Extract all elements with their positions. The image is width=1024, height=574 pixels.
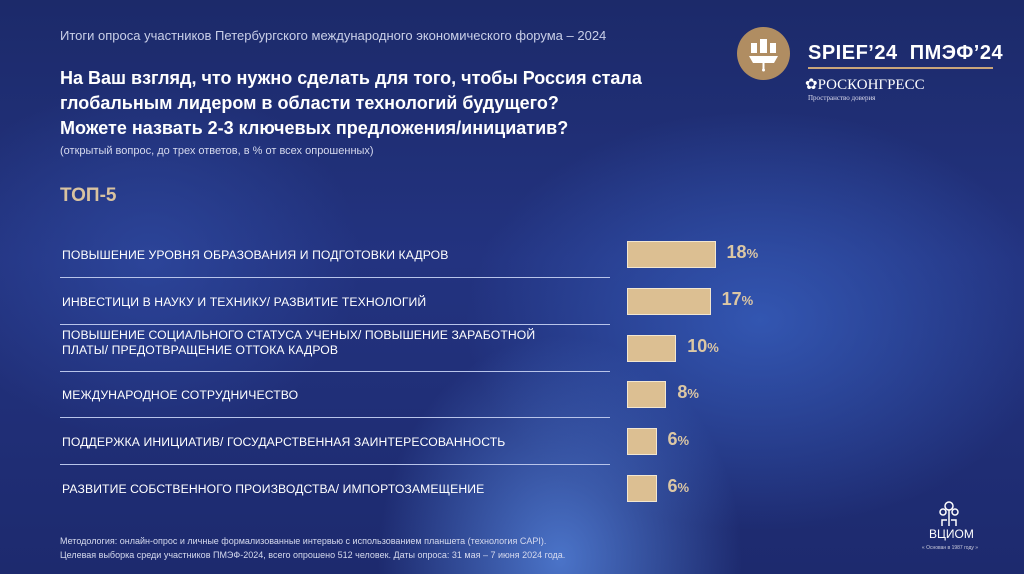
section-title: ТОП-5 [60,185,117,206]
category-label: ИНВЕСТИЦИ В НАУКУ И ТЕХНИКУ/ РАЗВИТИЕ ТЕ… [62,294,427,309]
methodology-note: Методология: онлайн-опрос и личные форма… [60,534,565,562]
roscongress-pinwheel-icon: ✿ [805,77,818,93]
row-separator [60,464,610,466]
category-label: МЕЖДУНАРОДНОЕ СОТРУДНИЧЕСТВО [62,388,299,403]
question-note: (открытый вопрос, до трех ответов, в % о… [60,145,374,157]
value-number: 18 [726,242,747,262]
value-label: 17% [722,289,754,310]
value-label: 10% [687,336,719,357]
value-unit: % [707,339,719,355]
category-label: РАЗВИТИЕ СОБСТВЕННОГО ПРОИЗВОДСТВА/ ИМПО… [62,482,485,496]
value-label: 18% [727,242,759,263]
category-label: ПОВЫШЕНИЕ УРОВНЯ ОБРАЗОВАНИЯ И ПОДГОТОВК… [62,248,449,262]
bar [627,428,657,456]
bar [627,381,667,409]
roscongress-tagline: Пространство доверия [808,94,876,102]
value-number: 10 [687,335,708,356]
vciom-logo-text: ВЦИОМ [929,527,974,541]
value-label: 6% [668,429,690,450]
question-line: На Ваш взгляд, что нужно сделать для тог… [60,68,642,88]
category-label: ПОВЫШЕНИЕ СОЦИАЛЬНОГО СТАТУСА УЧЕНЫХ/ ПО… [62,327,536,357]
roscongress-text: РОСКОНГРЕСС [817,77,925,93]
row-separator [60,277,610,278]
survey-subtitle: Итоги опроса участников Петербургского м… [60,28,607,43]
value-unit: % [677,433,690,449]
row-separator [60,323,610,325]
methodology-line: Целевая выборка среди участников ПМЭФ-20… [60,550,566,560]
bar [627,334,677,362]
question-line: Можете назвать 2-3 ключевых предложения/… [60,118,569,138]
value-number: 8 [677,382,688,403]
row-separator [60,417,610,419]
bar [627,287,711,315]
spief-logo-text: SPIEF’24 ПМЭФ’24 [808,42,1004,64]
value-number: 17 [721,288,742,309]
methodology-line: Методология: онлайн-опрос и личные форма… [60,536,547,546]
value-number: 6 [667,429,678,450]
value-unit: % [677,480,690,495]
roscongress-logo: ✿РОСКОНГРЕСС [805,75,925,94]
category-label: ПОДДЕРЖКА ИНИЦИАТИВ/ ГОСУДАРСТВЕННАЯ ЗАИ… [62,435,506,450]
value-label: 8% [677,382,699,403]
vciom-tree-icon [938,500,960,531]
value-unit: % [741,292,754,308]
value-unit: % [746,246,759,261]
value-number: 6 [667,476,678,496]
bar [627,475,657,502]
vciom-tagline: « Основан в 1987 году » [921,545,979,551]
spief-ship-logo-icon [737,27,790,80]
value-unit: % [687,386,699,402]
question-line: глобальным лидером в области технологий … [60,93,559,113]
row-separator [60,370,610,372]
bar [627,241,716,268]
logo-divider [808,67,993,69]
question-title: На Ваш взгляд, что нужно сделать для тог… [60,66,740,141]
value-label: 6% [668,476,690,497]
